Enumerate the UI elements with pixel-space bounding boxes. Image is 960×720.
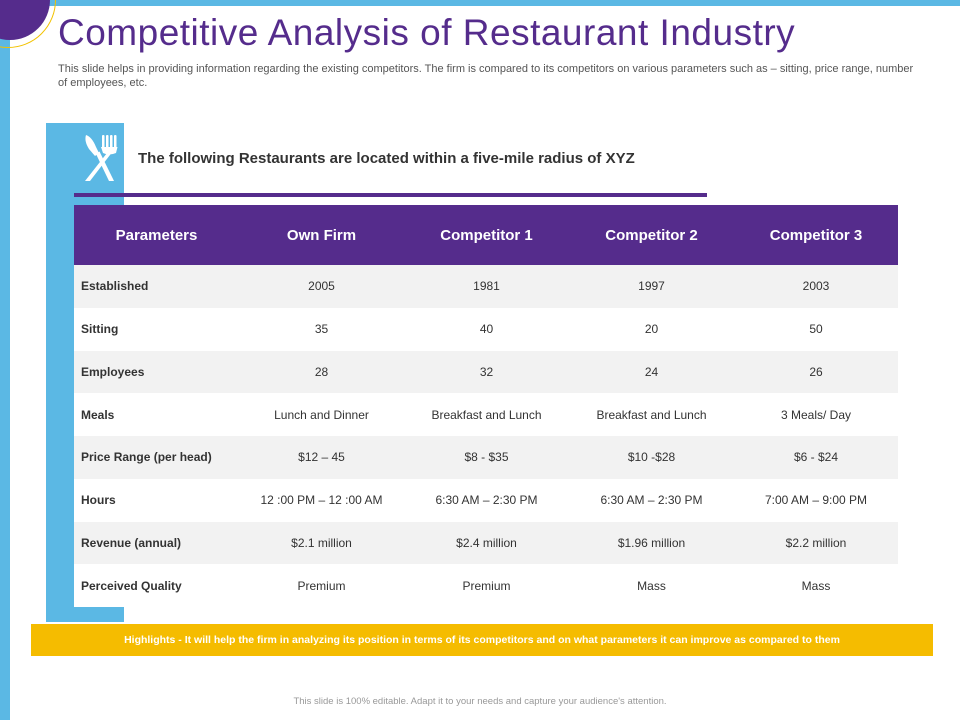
- table-row: Sitting 35 40 20 50: [74, 307, 898, 351]
- table-cell: $2.4 million: [404, 521, 569, 565]
- highlights-banner: Highlights - It will help the firm in an…: [31, 624, 933, 656]
- row-label: Price Range (per head): [74, 436, 239, 479]
- table-cell: $6 - $24: [734, 436, 898, 479]
- table-cell: 2005: [239, 265, 404, 308]
- table-cell: 32: [404, 350, 569, 394]
- row-label: Perceived Quality: [74, 564, 239, 607]
- table-cell: 1981: [404, 265, 569, 308]
- table-cell: 24: [569, 350, 734, 394]
- table-cell: 6:30 AM – 2:30 PM: [404, 478, 569, 522]
- row-label: Revenue (annual): [74, 521, 239, 565]
- footer-note: This slide is 100% editable. Adapt it to…: [293, 696, 667, 707]
- row-label: Hours: [74, 478, 239, 522]
- table-cell: 1997: [569, 265, 734, 308]
- table-cell: 35: [239, 307, 404, 351]
- header-own-firm: Own Firm: [239, 205, 404, 265]
- table-row: Employees 28 32 24 26: [74, 350, 898, 394]
- table-cell: Mass: [569, 564, 734, 607]
- table-cell: 3 Meals/ Day: [734, 393, 898, 436]
- table-cell: 2003: [734, 265, 898, 308]
- table-cell: Lunch and Dinner: [239, 393, 404, 436]
- table-row: Revenue (annual) $2.1 million $2.4 milli…: [74, 521, 898, 565]
- table-cell: Premium: [404, 564, 569, 607]
- table-cell: $12 – 45: [239, 436, 404, 479]
- table-row: Perceived Quality Premium Premium Mass M…: [74, 564, 898, 607]
- row-label: Established: [74, 265, 239, 308]
- intro-divider: [74, 193, 707, 197]
- header-competitor-1: Competitor 1: [404, 205, 569, 265]
- row-label: Sitting: [74, 307, 239, 351]
- table-cell: 40: [404, 307, 569, 351]
- table-header-row: Parameters Own Firm Competitor 1 Competi…: [74, 205, 898, 265]
- table-cell: 20: [569, 307, 734, 351]
- header-parameters: Parameters: [74, 205, 239, 265]
- table-cell: 50: [734, 307, 898, 351]
- table-cell: 26: [734, 350, 898, 394]
- intro-heading: The following Restaurants are located wi…: [138, 150, 635, 167]
- table-cell: Breakfast and Lunch: [404, 393, 569, 436]
- row-label: Meals: [74, 393, 239, 436]
- table-cell: Breakfast and Lunch: [569, 393, 734, 436]
- table-row: Established 2005 1981 1997 2003: [74, 265, 898, 308]
- fork-knife-icon: [74, 123, 124, 193]
- header-competitor-2: Competitor 2: [569, 205, 734, 265]
- left-accent-bar: [0, 0, 10, 720]
- table-cell: Premium: [239, 564, 404, 607]
- corner-circle-decoration: [0, 0, 50, 40]
- table-cell: 28: [239, 350, 404, 394]
- table-row: Price Range (per head) $12 – 45 $8 - $35…: [74, 436, 898, 479]
- table-cell: $2.1 million: [239, 521, 404, 565]
- table-cell: 7:00 AM – 9:00 PM: [734, 478, 898, 522]
- row-label: Employees: [74, 350, 239, 394]
- table-cell: 12 :00 PM – 12 :00 AM: [239, 478, 404, 522]
- table-cell: Mass: [734, 564, 898, 607]
- table-cell: $8 - $35: [404, 436, 569, 479]
- top-accent-bar: [0, 0, 960, 6]
- table-cell: $2.2 million: [734, 521, 898, 565]
- slide-subtitle: This slide helps in providing informatio…: [58, 63, 914, 89]
- table-cell: 6:30 AM – 2:30 PM: [569, 478, 734, 522]
- competitor-table: Parameters Own Firm Competitor 1 Competi…: [74, 205, 898, 607]
- header-competitor-3: Competitor 3: [734, 205, 898, 265]
- slide-title: Competitive Analysis of Restaurant Indus…: [58, 12, 796, 53]
- table-row: Meals Lunch and Dinner Breakfast and Lun…: [74, 393, 898, 436]
- table-cell: $10 -$28: [569, 436, 734, 479]
- table-cell: $1.96 million: [569, 521, 734, 565]
- table-row: Hours 12 :00 PM – 12 :00 AM 6:30 AM – 2:…: [74, 478, 898, 522]
